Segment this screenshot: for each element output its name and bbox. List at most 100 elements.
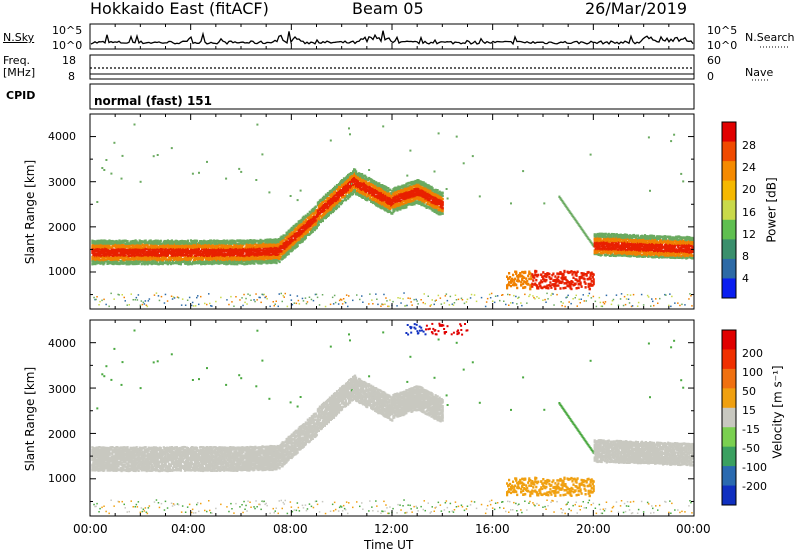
power-noise-cell xyxy=(560,301,562,303)
power-echo-cell xyxy=(296,244,299,248)
power-echo-cell xyxy=(200,249,203,253)
power-noise-cell xyxy=(242,304,244,307)
power-noise-cell xyxy=(136,299,139,301)
power-noise-cell xyxy=(655,298,657,300)
power-noise-cell xyxy=(345,294,348,296)
power-echo-cell xyxy=(560,281,563,285)
power-echo-cell xyxy=(97,248,100,251)
power-echo-cell xyxy=(441,197,444,201)
power-echo-cell xyxy=(221,243,224,247)
power-noise-cell xyxy=(547,298,549,300)
power-echo-cell xyxy=(116,260,119,263)
power-noise-cell xyxy=(646,294,649,297)
power-echo-cell xyxy=(337,200,341,204)
power-echo-cell xyxy=(93,240,96,243)
power-echo-cell xyxy=(166,241,169,245)
power-noise-cell xyxy=(513,294,515,297)
power-echo-cell xyxy=(511,277,514,281)
power-noise-cell xyxy=(489,297,492,299)
power-echo-cell xyxy=(246,246,249,249)
power-noise-cell xyxy=(516,303,518,305)
power-echo-cell xyxy=(223,262,226,265)
power-echo-cell xyxy=(549,284,552,287)
power-noise-cell xyxy=(622,304,625,307)
power-noise-cell xyxy=(191,172,194,175)
power-noise-cell xyxy=(430,304,432,306)
power-echo-cell xyxy=(436,189,439,192)
power-echo-cell xyxy=(522,282,525,286)
power-echo-cell xyxy=(610,239,613,243)
power-noise-cell xyxy=(564,305,566,308)
power-echo-cell xyxy=(391,206,394,209)
power-echo-cell xyxy=(341,193,345,196)
power-data xyxy=(91,123,694,308)
power-echo-cell xyxy=(530,275,533,278)
power-noise-cell xyxy=(659,297,661,300)
power-echo-cell xyxy=(535,270,538,273)
power-noise-cell xyxy=(256,299,258,301)
time-tick-3: 12:00 xyxy=(374,522,409,536)
time-axis-title: Time UT xyxy=(364,538,414,552)
power-echo-cell xyxy=(553,284,556,287)
power-noise-cell xyxy=(261,293,263,296)
power-echo-cell xyxy=(147,241,150,245)
power-echo-cell xyxy=(322,204,325,207)
power-echo-cell xyxy=(176,240,179,243)
power-echo-cell xyxy=(194,255,198,259)
power-noise-cell xyxy=(652,300,654,303)
power-echo-cell xyxy=(151,257,154,261)
power-echo-cell xyxy=(248,241,251,244)
power-echo-cell xyxy=(211,246,214,250)
power-noise-cell xyxy=(620,293,623,295)
power-echo-cell xyxy=(240,260,243,264)
power-noise-cell xyxy=(137,294,140,296)
power-echo-cell xyxy=(235,242,238,245)
power-echo-cell xyxy=(203,250,206,253)
power-echo-cell xyxy=(282,245,285,249)
power-echo-cell xyxy=(353,171,356,174)
power-echo-cell xyxy=(644,239,648,242)
power-echo-cell xyxy=(168,260,171,263)
power-echo-cell xyxy=(419,197,422,200)
power-echo-cell xyxy=(579,281,582,284)
power-noise-cell xyxy=(640,293,643,296)
power-echo-cell xyxy=(101,252,104,255)
power-noise-cell xyxy=(552,293,554,295)
power-noise-cell xyxy=(262,293,264,296)
power-echo-cell xyxy=(128,244,131,247)
power-echo-cell xyxy=(573,217,576,220)
power-echo-cell xyxy=(164,255,167,259)
power-echo-cell xyxy=(572,215,575,219)
power-echo-cell xyxy=(157,256,160,260)
power-noise-cell xyxy=(457,298,460,301)
power-echo-cell xyxy=(541,280,544,284)
power-echo-cell xyxy=(591,276,594,279)
power-noise-cell xyxy=(286,305,289,308)
power-echo-cell xyxy=(138,258,141,261)
power-noise-cell xyxy=(243,293,245,296)
power-echo-cell xyxy=(589,282,592,286)
power-noise-cell xyxy=(505,303,507,306)
vel-cb-tick-100: 100 xyxy=(742,366,763,379)
power-echo-cell xyxy=(234,240,237,243)
power-echo-cell xyxy=(191,252,195,255)
power-echo-cell xyxy=(568,210,571,213)
power-echo-cell xyxy=(591,243,594,246)
power-echo-cell xyxy=(241,246,244,249)
power-echo-cell xyxy=(541,286,544,290)
power-noise-cell xyxy=(281,300,283,303)
power-echo-cell xyxy=(579,225,582,229)
power-echo-cell xyxy=(316,213,319,216)
power-noise-cell xyxy=(291,303,294,306)
power-echo-cell xyxy=(384,196,387,200)
power-echo-cell xyxy=(526,279,529,283)
power-noise-cell xyxy=(101,299,103,302)
power-echo-cell xyxy=(316,221,319,224)
power-echo-cell xyxy=(183,240,187,243)
power-noise-cell xyxy=(532,295,534,297)
power-echo-cell xyxy=(590,241,593,245)
power-echo-cell xyxy=(543,278,546,282)
power-echo-cell xyxy=(329,197,332,200)
power-echo-cell xyxy=(218,260,221,263)
power-echo-cell xyxy=(420,198,423,202)
